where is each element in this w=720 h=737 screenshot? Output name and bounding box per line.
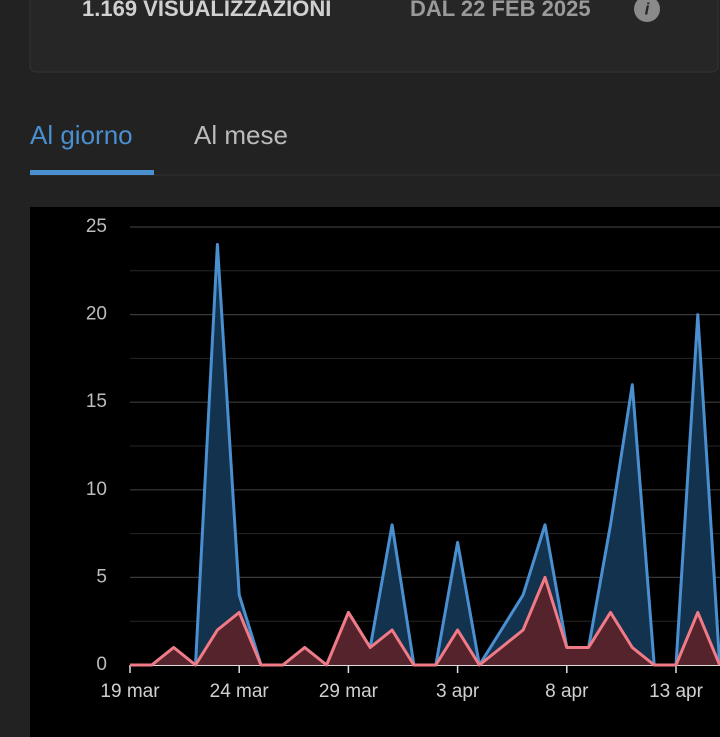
y-tick-label: 25 [86, 216, 107, 237]
info-icon-glyph: i [645, 0, 651, 18]
x-tick-label: 24 mar [210, 681, 270, 702]
x-tick-label: 3 apr [436, 681, 480, 702]
tab-underline [30, 170, 154, 175]
tab[interactable]: Al giorno [30, 120, 133, 150]
x-tick-label: 29 mar [319, 681, 379, 702]
y-tick-label: 0 [96, 654, 107, 675]
y-tick-label: 20 [86, 304, 107, 325]
y-tick-label: 5 [96, 566, 107, 587]
since-date: DAL 22 FEB 2025 [410, 0, 591, 21]
area-line [130, 575, 720, 667]
tab[interactable]: Al mese [194, 120, 288, 150]
y-tick-label: 15 [86, 391, 107, 412]
summary-card [29, 0, 719, 73]
info-icon[interactable] [634, 0, 660, 22]
views-count: 1.169 VISUALIZZAZIONI [82, 0, 331, 21]
x-tick-label: 13 apr [649, 681, 704, 702]
x-tick-label: 8 apr [545, 681, 589, 702]
x-tick-label: 19 mar [100, 681, 160, 702]
y-tick-label: 10 [86, 479, 107, 500]
